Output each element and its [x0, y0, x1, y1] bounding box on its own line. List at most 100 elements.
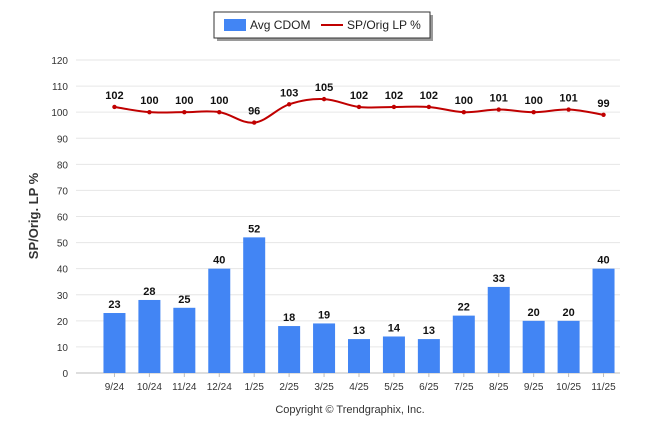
- bar-data-label: 14: [388, 322, 401, 334]
- line-data-label: 105: [315, 82, 333, 94]
- legend-label-sp-orig-lp: SP/Orig LP %: [347, 18, 421, 32]
- x-tick-label: 5/25: [384, 382, 404, 393]
- bar: [173, 307, 196, 373]
- bar: [103, 313, 126, 373]
- y-tick-label: 110: [52, 82, 68, 93]
- y-tick-label: 90: [57, 134, 69, 145]
- x-tick-label: 8/25: [489, 382, 509, 393]
- line-point: [426, 104, 432, 110]
- y-tick-label: 10: [57, 343, 69, 354]
- bar-data-label: 13: [423, 325, 435, 337]
- bar: [592, 268, 615, 373]
- line-point: [217, 109, 222, 115]
- x-axis-ticks: 9/24 10/24 11/24 12/24 1/25 2/25 3/25 4/25 5/25 6…: [105, 373, 616, 393]
- bar-data-label: 22: [458, 302, 470, 314]
- line-data-label: 101: [559, 93, 577, 105]
- x-tick-label: 9/24: [105, 382, 125, 393]
- bar-data-label: 25: [178, 294, 190, 306]
- line-point: [112, 104, 117, 110]
- line-data-label: 103: [280, 87, 298, 99]
- line-data-label: 102: [385, 90, 403, 102]
- legend-label-avg-cdom: Avg CDOM: [250, 18, 310, 32]
- x-tick-label: 4/25: [349, 382, 369, 393]
- line-data-label: 101: [490, 93, 508, 105]
- x-tick-label: 10/25: [556, 382, 581, 393]
- bar: [348, 339, 370, 373]
- y-tick-label: 70: [57, 186, 69, 197]
- bar: [382, 336, 405, 373]
- x-tick-label: 9/25: [524, 382, 544, 393]
- line-point: [321, 96, 327, 102]
- x-tick-label: 1/25: [244, 382, 264, 393]
- y-tick-label: 60: [57, 213, 69, 224]
- y-tick-label: 100: [51, 108, 68, 119]
- line-point: [252, 120, 257, 125]
- bar-data-label: 18: [283, 312, 295, 324]
- bar-data-label: 52: [248, 223, 260, 235]
- y-axis-ticks: 0 10 20 30 40 50 60 70 80 90 100 110 120: [51, 56, 68, 380]
- y-tick-label: 0: [62, 369, 68, 380]
- line-data-label: 99: [597, 98, 609, 110]
- bar-data-label: 40: [213, 255, 225, 267]
- line-data-label: 102: [420, 90, 438, 102]
- bar: [417, 339, 440, 373]
- bar: [313, 323, 336, 373]
- y-tick-label: 20: [57, 317, 69, 328]
- x-tick-label: 10/24: [137, 382, 162, 393]
- line-data-label: 96: [248, 106, 260, 118]
- bar: [557, 320, 580, 373]
- x-tick-label: 11/25: [591, 382, 616, 393]
- bar-data-label: 40: [597, 255, 609, 267]
- bar: [208, 268, 231, 373]
- legend: Avg CDOM SP/Orig LP %: [213, 11, 433, 41]
- bars: 23 28 25 40 52 18 19 13 14 13 22 33 20 20 40: [103, 223, 615, 373]
- x-tick-label: 3/25: [314, 382, 334, 393]
- line-point: [356, 104, 362, 110]
- bar: [278, 326, 301, 373]
- bar-data-label: 20: [562, 307, 574, 319]
- x-tick-label: 2/25: [279, 382, 299, 393]
- y-tick-label: 120: [51, 56, 68, 67]
- line-point: [391, 104, 397, 110]
- bar-data-label: 19: [318, 309, 330, 321]
- line-data-label: 102: [350, 90, 368, 102]
- bar-data-label: 28: [143, 286, 155, 298]
- bar: [487, 286, 510, 373]
- bar: [243, 237, 266, 373]
- bar: [452, 315, 475, 373]
- x-tick-label: 11/24: [172, 382, 197, 393]
- line-point: [496, 107, 501, 112]
- bar-data-label: 33: [493, 273, 505, 285]
- line-data-label: 100: [455, 95, 473, 107]
- y-tick-label: 80: [57, 160, 69, 171]
- bar-data-label: 23: [108, 299, 120, 311]
- y-tick-label: 40: [57, 265, 69, 276]
- line-data-label: 100: [175, 95, 193, 107]
- legend-swatch-avg-cdom: [224, 19, 246, 31]
- line-point: [601, 112, 606, 117]
- y-axis-title: SP/Orig. LP %: [26, 172, 41, 259]
- x-tick-label: 7/25: [454, 382, 474, 393]
- line-data-label: 100: [140, 95, 158, 107]
- line-point: [286, 102, 292, 107]
- line-data-label: 100: [210, 95, 228, 107]
- x-tick-label: 6/25: [419, 382, 439, 393]
- line-point: [461, 109, 466, 115]
- bar: [138, 299, 161, 373]
- bar: [522, 320, 545, 373]
- line-point: [531, 109, 536, 115]
- line-point: [147, 109, 152, 115]
- bar-data-label: 20: [528, 307, 540, 319]
- copyright-text: Copyright © Trendgraphix, Inc.: [275, 404, 424, 416]
- y-tick-label: 50: [57, 239, 69, 250]
- x-tick-label: 12/24: [207, 382, 232, 393]
- bar-data-label: 13: [353, 325, 365, 337]
- line-data-label: 102: [105, 90, 123, 102]
- line-series: 102 100 100 100 96 103 105 102 102 102 100 101 100 10…: [105, 82, 610, 125]
- y-tick-label: 30: [57, 291, 69, 302]
- line-point: [566, 107, 571, 112]
- line-point: [182, 109, 187, 115]
- line-data-label: 100: [524, 95, 542, 107]
